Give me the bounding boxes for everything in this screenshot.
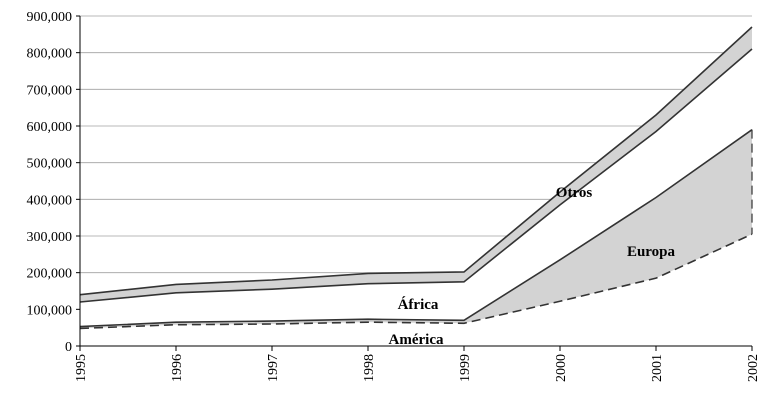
area-label-américa: América bbox=[389, 332, 444, 348]
y-tick-label: 700,000 bbox=[27, 83, 73, 98]
x-tick-label: 1997 bbox=[266, 354, 281, 382]
x-tick-label: 2000 bbox=[554, 354, 569, 382]
series-line-europa bbox=[79, 129, 753, 328]
x-tick-label: 1995 bbox=[74, 354, 89, 382]
y-tick-label: 500,000 bbox=[27, 157, 73, 172]
area-label-europa: Europa bbox=[627, 244, 676, 260]
y-tick-label: 300,000 bbox=[27, 230, 73, 245]
x-tick-label: 1996 bbox=[170, 354, 185, 382]
y-tick-label: 900,000 bbox=[27, 10, 73, 25]
area-europa bbox=[80, 129, 752, 346]
y-tick-label: 400,000 bbox=[27, 193, 73, 208]
y-tick-label: 100,000 bbox=[27, 303, 73, 318]
area-label-otros: Otros bbox=[556, 185, 593, 201]
x-tick-label: 2002 bbox=[746, 354, 760, 382]
area-label-áfrica: África bbox=[398, 296, 439, 313]
y-tick-label: 600,000 bbox=[27, 120, 73, 135]
series-line-otros bbox=[79, 26, 753, 296]
x-tick-label: 1998 bbox=[362, 354, 377, 382]
series-line-américa bbox=[79, 233, 753, 330]
y-tick-label: 0 bbox=[65, 340, 72, 355]
y-tick-label: 800,000 bbox=[27, 47, 73, 62]
area-américa bbox=[80, 234, 752, 346]
x-tick-label: 1999 bbox=[458, 354, 473, 382]
series-line-áfrica bbox=[79, 48, 753, 303]
y-tick-label: 200,000 bbox=[27, 267, 73, 282]
x-tick-label: 2001 bbox=[650, 354, 665, 382]
